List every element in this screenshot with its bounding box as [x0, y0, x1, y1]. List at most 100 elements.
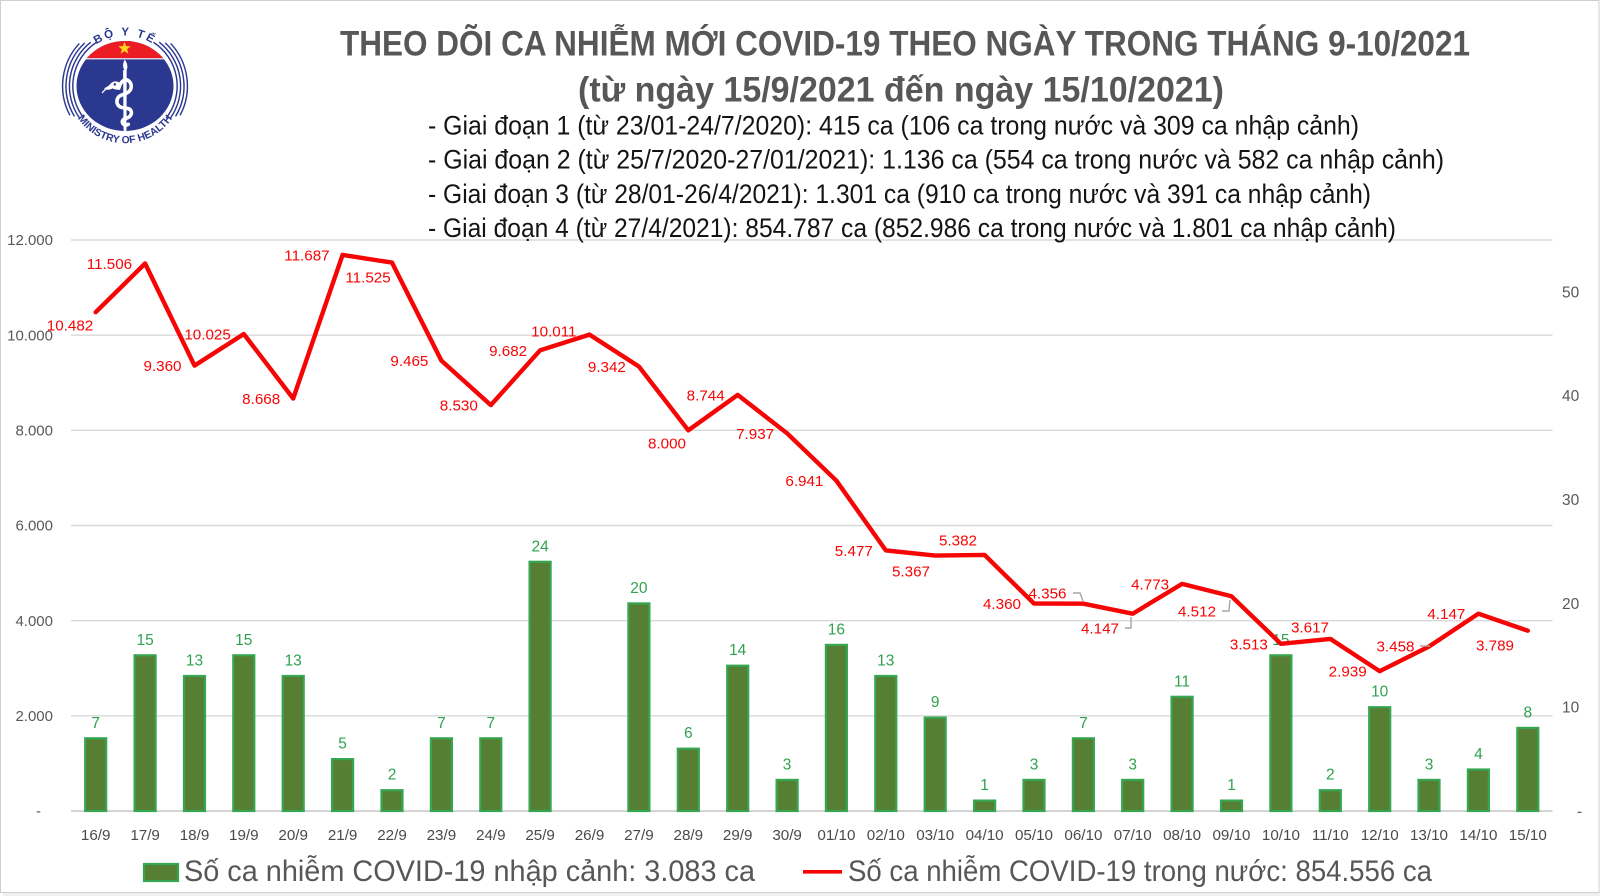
svg-text:7: 7 — [437, 715, 446, 732]
svg-text:16/9: 16/9 — [81, 827, 111, 844]
svg-text:6: 6 — [684, 725, 693, 742]
svg-text:14: 14 — [729, 642, 747, 659]
svg-text:9: 9 — [931, 694, 940, 711]
svg-text:11.687: 11.687 — [284, 247, 329, 264]
svg-text:10.000: 10.000 — [7, 327, 53, 344]
svg-text:5.382: 5.382 — [939, 533, 977, 550]
svg-text:22/9: 22/9 — [377, 827, 407, 844]
svg-text:7: 7 — [486, 715, 495, 732]
svg-text:13: 13 — [285, 653, 302, 670]
svg-text:4.000: 4.000 — [15, 613, 53, 630]
svg-text:(từ ngày 15/9/2021 đến ngày 15: (từ ngày 15/9/2021 đến ngày 15/10/2021) — [578, 71, 1224, 110]
svg-text:9.682: 9.682 — [489, 343, 527, 360]
svg-text:10.025: 10.025 — [184, 327, 230, 344]
svg-text:3.458: 3.458 — [1376, 639, 1414, 656]
svg-text:18/9: 18/9 — [180, 827, 210, 844]
svg-text:25/9: 25/9 — [525, 827, 555, 844]
svg-text:04/10: 04/10 — [966, 827, 1004, 844]
svg-text:13/10: 13/10 — [1410, 827, 1448, 844]
svg-text:Số ca nhiễm COVID-19 trong nướ: Số ca nhiễm COVID-19 trong nước: 854.556… — [848, 855, 1432, 888]
svg-text:12/10: 12/10 — [1361, 827, 1399, 844]
svg-text:4: 4 — [1474, 746, 1483, 763]
svg-text:29/9: 29/9 — [723, 827, 753, 844]
svg-text:24: 24 — [531, 538, 549, 555]
svg-text:13: 13 — [877, 653, 894, 670]
svg-text:9.342: 9.342 — [588, 359, 626, 376]
svg-text:03/10: 03/10 — [916, 827, 954, 844]
svg-text:6.941: 6.941 — [785, 473, 823, 490]
svg-text:24/9: 24/9 — [476, 827, 506, 844]
svg-text:23/9: 23/9 — [427, 827, 457, 844]
svg-text:2: 2 — [1326, 767, 1335, 784]
svg-text:4.147: 4.147 — [1427, 606, 1465, 623]
svg-text:19/9: 19/9 — [229, 827, 259, 844]
svg-text:14/10: 14/10 — [1459, 827, 1497, 844]
svg-text:THEO DÕI CA NHIỄM MỚI COVID-19: THEO DÕI CA NHIỄM MỚI COVID-19 THEO NGÀY… — [340, 24, 1470, 64]
svg-text:10.011: 10.011 — [531, 324, 576, 341]
svg-text:10: 10 — [1371, 684, 1389, 701]
svg-text:4.356: 4.356 — [1028, 586, 1066, 603]
svg-text:8.530: 8.530 — [440, 398, 478, 415]
svg-text:3.789: 3.789 — [1476, 638, 1514, 655]
svg-text:-: - — [1577, 803, 1582, 820]
svg-text:6.000: 6.000 — [15, 518, 53, 535]
svg-text:1: 1 — [980, 777, 989, 794]
svg-text:- Giai đoạn 4 (từ 27/4/2021):: - Giai đoạn 4 (từ 27/4/2021): 854.787 ca… — [428, 213, 1396, 243]
svg-text:8.668: 8.668 — [242, 391, 280, 408]
svg-text:9.360: 9.360 — [143, 358, 181, 375]
svg-text:50: 50 — [1562, 284, 1580, 301]
svg-text:06/10: 06/10 — [1064, 827, 1102, 844]
svg-text:20: 20 — [1562, 596, 1580, 613]
svg-text:8.744: 8.744 — [687, 387, 725, 404]
svg-text:2: 2 — [388, 767, 397, 784]
svg-text:3: 3 — [1425, 756, 1434, 773]
svg-text:16: 16 — [828, 621, 845, 638]
svg-text:21/9: 21/9 — [328, 827, 358, 844]
svg-text:- Giai đoạn 2 (từ 25/7/2020-27: - Giai đoạn 2 (từ 25/7/2020-27/01/2021):… — [428, 145, 1444, 175]
svg-text:28/9: 28/9 — [674, 827, 704, 844]
svg-text:5.477: 5.477 — [835, 543, 873, 560]
svg-text:Số ca nhiễm COVID-19 nhập cảnh: Số ca nhiễm COVID-19 nhập cảnh: 3.083 ca — [184, 855, 755, 888]
svg-text:11: 11 — [1174, 673, 1190, 690]
svg-text:- Giai đoạn 1 (từ 23/01-24/7/2: - Giai đoạn 1 (từ 23/01-24/7/2020): 415 … — [428, 110, 1359, 140]
svg-text:08/10: 08/10 — [1163, 827, 1201, 844]
svg-text:7.937: 7.937 — [736, 426, 774, 443]
svg-text:02/10: 02/10 — [867, 827, 905, 844]
svg-text:10: 10 — [1562, 700, 1580, 717]
svg-text:15: 15 — [235, 632, 252, 649]
svg-text:8.000: 8.000 — [15, 423, 53, 440]
svg-text:3.617: 3.617 — [1291, 620, 1329, 637]
svg-text:27/9: 27/9 — [624, 827, 654, 844]
svg-text:10.482: 10.482 — [47, 318, 93, 335]
svg-text:3: 3 — [783, 756, 792, 773]
svg-text:17/9: 17/9 — [130, 827, 160, 844]
svg-text:2.939: 2.939 — [1329, 664, 1367, 681]
svg-text:13: 13 — [186, 653, 203, 670]
svg-text:12.000: 12.000 — [7, 232, 53, 249]
svg-text:8: 8 — [1523, 704, 1532, 721]
svg-text:- Giai đoạn 3 (từ 28/01-26/4/2: - Giai đoạn 3 (từ 28/01-26/4/2021): 1.30… — [428, 179, 1371, 209]
svg-text:5.367: 5.367 — [892, 564, 930, 581]
svg-text:07/10: 07/10 — [1114, 827, 1152, 844]
svg-text:20: 20 — [630, 580, 648, 597]
svg-text:-: - — [36, 803, 41, 820]
svg-text:01/10: 01/10 — [817, 827, 855, 844]
svg-text:26/9: 26/9 — [575, 827, 605, 844]
svg-text:7: 7 — [91, 715, 100, 732]
svg-text:8.000: 8.000 — [648, 436, 686, 453]
svg-text:1: 1 — [1227, 777, 1236, 794]
svg-text:11.506: 11.506 — [87, 256, 132, 273]
svg-text:3: 3 — [1128, 756, 1137, 773]
svg-text:7: 7 — [1079, 715, 1088, 732]
svg-text:4.360: 4.360 — [983, 596, 1021, 613]
svg-text:3: 3 — [1030, 756, 1039, 773]
svg-text:3.513: 3.513 — [1230, 636, 1268, 653]
svg-text:11.525: 11.525 — [345, 270, 390, 287]
svg-text:40: 40 — [1562, 388, 1580, 405]
svg-text:20/9: 20/9 — [278, 827, 308, 844]
svg-text:4.147: 4.147 — [1081, 621, 1119, 638]
svg-text:2.000: 2.000 — [15, 708, 53, 725]
svg-text:11/10: 11/10 — [1312, 827, 1349, 844]
svg-text:9.465: 9.465 — [390, 353, 428, 370]
svg-text:09/10: 09/10 — [1212, 827, 1250, 844]
